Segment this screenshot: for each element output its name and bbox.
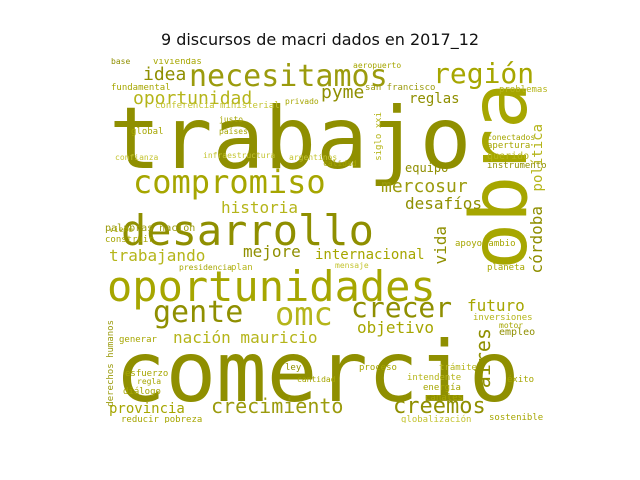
word-palabras-nacion: palabras nación [105,223,196,234]
word-necesitamos: necesitamos [189,59,388,94]
word-equipo: equipo [405,161,449,175]
word-trabajo: trabajo [109,89,472,189]
word-derechos-humanos: derechos humanos [106,320,116,407]
word-trabajando: trabajando [109,246,206,265]
word-mercosur: mercosur [381,176,468,197]
word-reducir-pobreza: reducir pobreza [121,415,203,424]
word-planeta: planeta [487,263,525,273]
word-instrumento: instrumento [487,161,547,171]
word-nacion-mauricio: nación mauricio [173,328,318,347]
word-desafios: desafíos [405,194,483,213]
word-oportunidad: oportunidad [133,88,253,109]
word-mensaje: mensaje [335,261,369,270]
word-desarrollo: desarrollo [121,206,374,255]
word-paises: países [219,127,248,136]
word-provincia: provincia [109,401,185,417]
word-objetivo: objetivo [357,318,435,337]
word-internacional: internacional [315,247,425,263]
word-plan: plan [231,263,253,273]
word-siglo-xxi: siglo xxi [374,112,384,161]
word-vida: vida [431,226,450,265]
word-problemas: problemas [499,85,548,95]
word-global: global [131,127,164,137]
word-comercio: comercio [115,323,520,421]
word-apertura: apertura [487,141,531,151]
word-motor: motor [499,321,524,330]
word-conferencia-ministerial: conferencia ministerial [155,101,280,111]
word-exito: éxito [507,375,535,385]
word-gente: gente [153,295,244,330]
word-justo: justo [219,115,244,124]
word-tramite: trámite [439,363,477,373]
word-canales: canales [425,393,463,403]
word-empleo: empleo [499,327,536,338]
word-energia: energía [423,383,461,393]
word-fundamental: fundamental [111,83,171,93]
word-region: región [433,58,535,90]
word-crecimiento: crecimiento [211,394,344,418]
word-oportunidades: oportunidades [107,262,436,311]
word-proceso: proceso [359,363,397,373]
word-intendente: intendente [407,373,462,383]
word-globalizacion: globalización [401,415,472,424]
word-aires: aires [471,328,495,389]
word-san-francisco: san francisco [365,83,436,93]
word-aeropuerto: aeropuerto [353,61,402,70]
word-esfuerzo: esfuerzo [125,369,169,379]
chart-title: 9 discursos de macri dados en 2017_12 [160,30,480,49]
word-confianza: confianza [115,153,159,162]
word-inversiones: inversiones [473,313,533,323]
word-argentinos: argentinos [289,153,338,162]
word-calidad: calidad [323,159,357,168]
word-dialogo: diálogo [123,387,161,397]
word-viviendas: viviendas [153,58,202,67]
word-creemos: creemos [393,394,486,419]
word-futuro: futuro [467,296,525,315]
word-presidencia: presidencia [179,263,232,272]
word-ley: ley [285,363,302,373]
word-regla: regla [137,377,162,386]
word-apoyo: apoyo [455,239,483,249]
word-privado: privado [285,97,319,106]
word-reglas: reglas [409,91,460,107]
word-cambio: cambio [483,239,516,249]
word-cantidad: cantidad [297,375,336,384]
word-construir: construir [105,235,154,245]
word-querido: querido [487,151,530,162]
word-cloud: trabajo comercio obra oportunidades desa… [103,58,556,423]
word-generar: generar [119,335,157,345]
word-conectados: conectados [487,133,536,142]
word-pyme: pyme [321,82,365,103]
word-cordoba: córdoba [527,206,546,274]
word-historia: historia [221,198,299,217]
word-omc: omc [275,295,333,333]
word-base: base [111,58,131,66]
word-crecer: crecer [351,291,453,324]
word-idea: idea [143,64,187,85]
word-viene: viene [109,225,134,234]
word-compromiso: compromiso [133,163,326,201]
word-sostenible: sostenible [489,413,544,423]
word-infraestructura: infraestructura [203,151,276,160]
word-mejore: mejore [243,242,301,261]
